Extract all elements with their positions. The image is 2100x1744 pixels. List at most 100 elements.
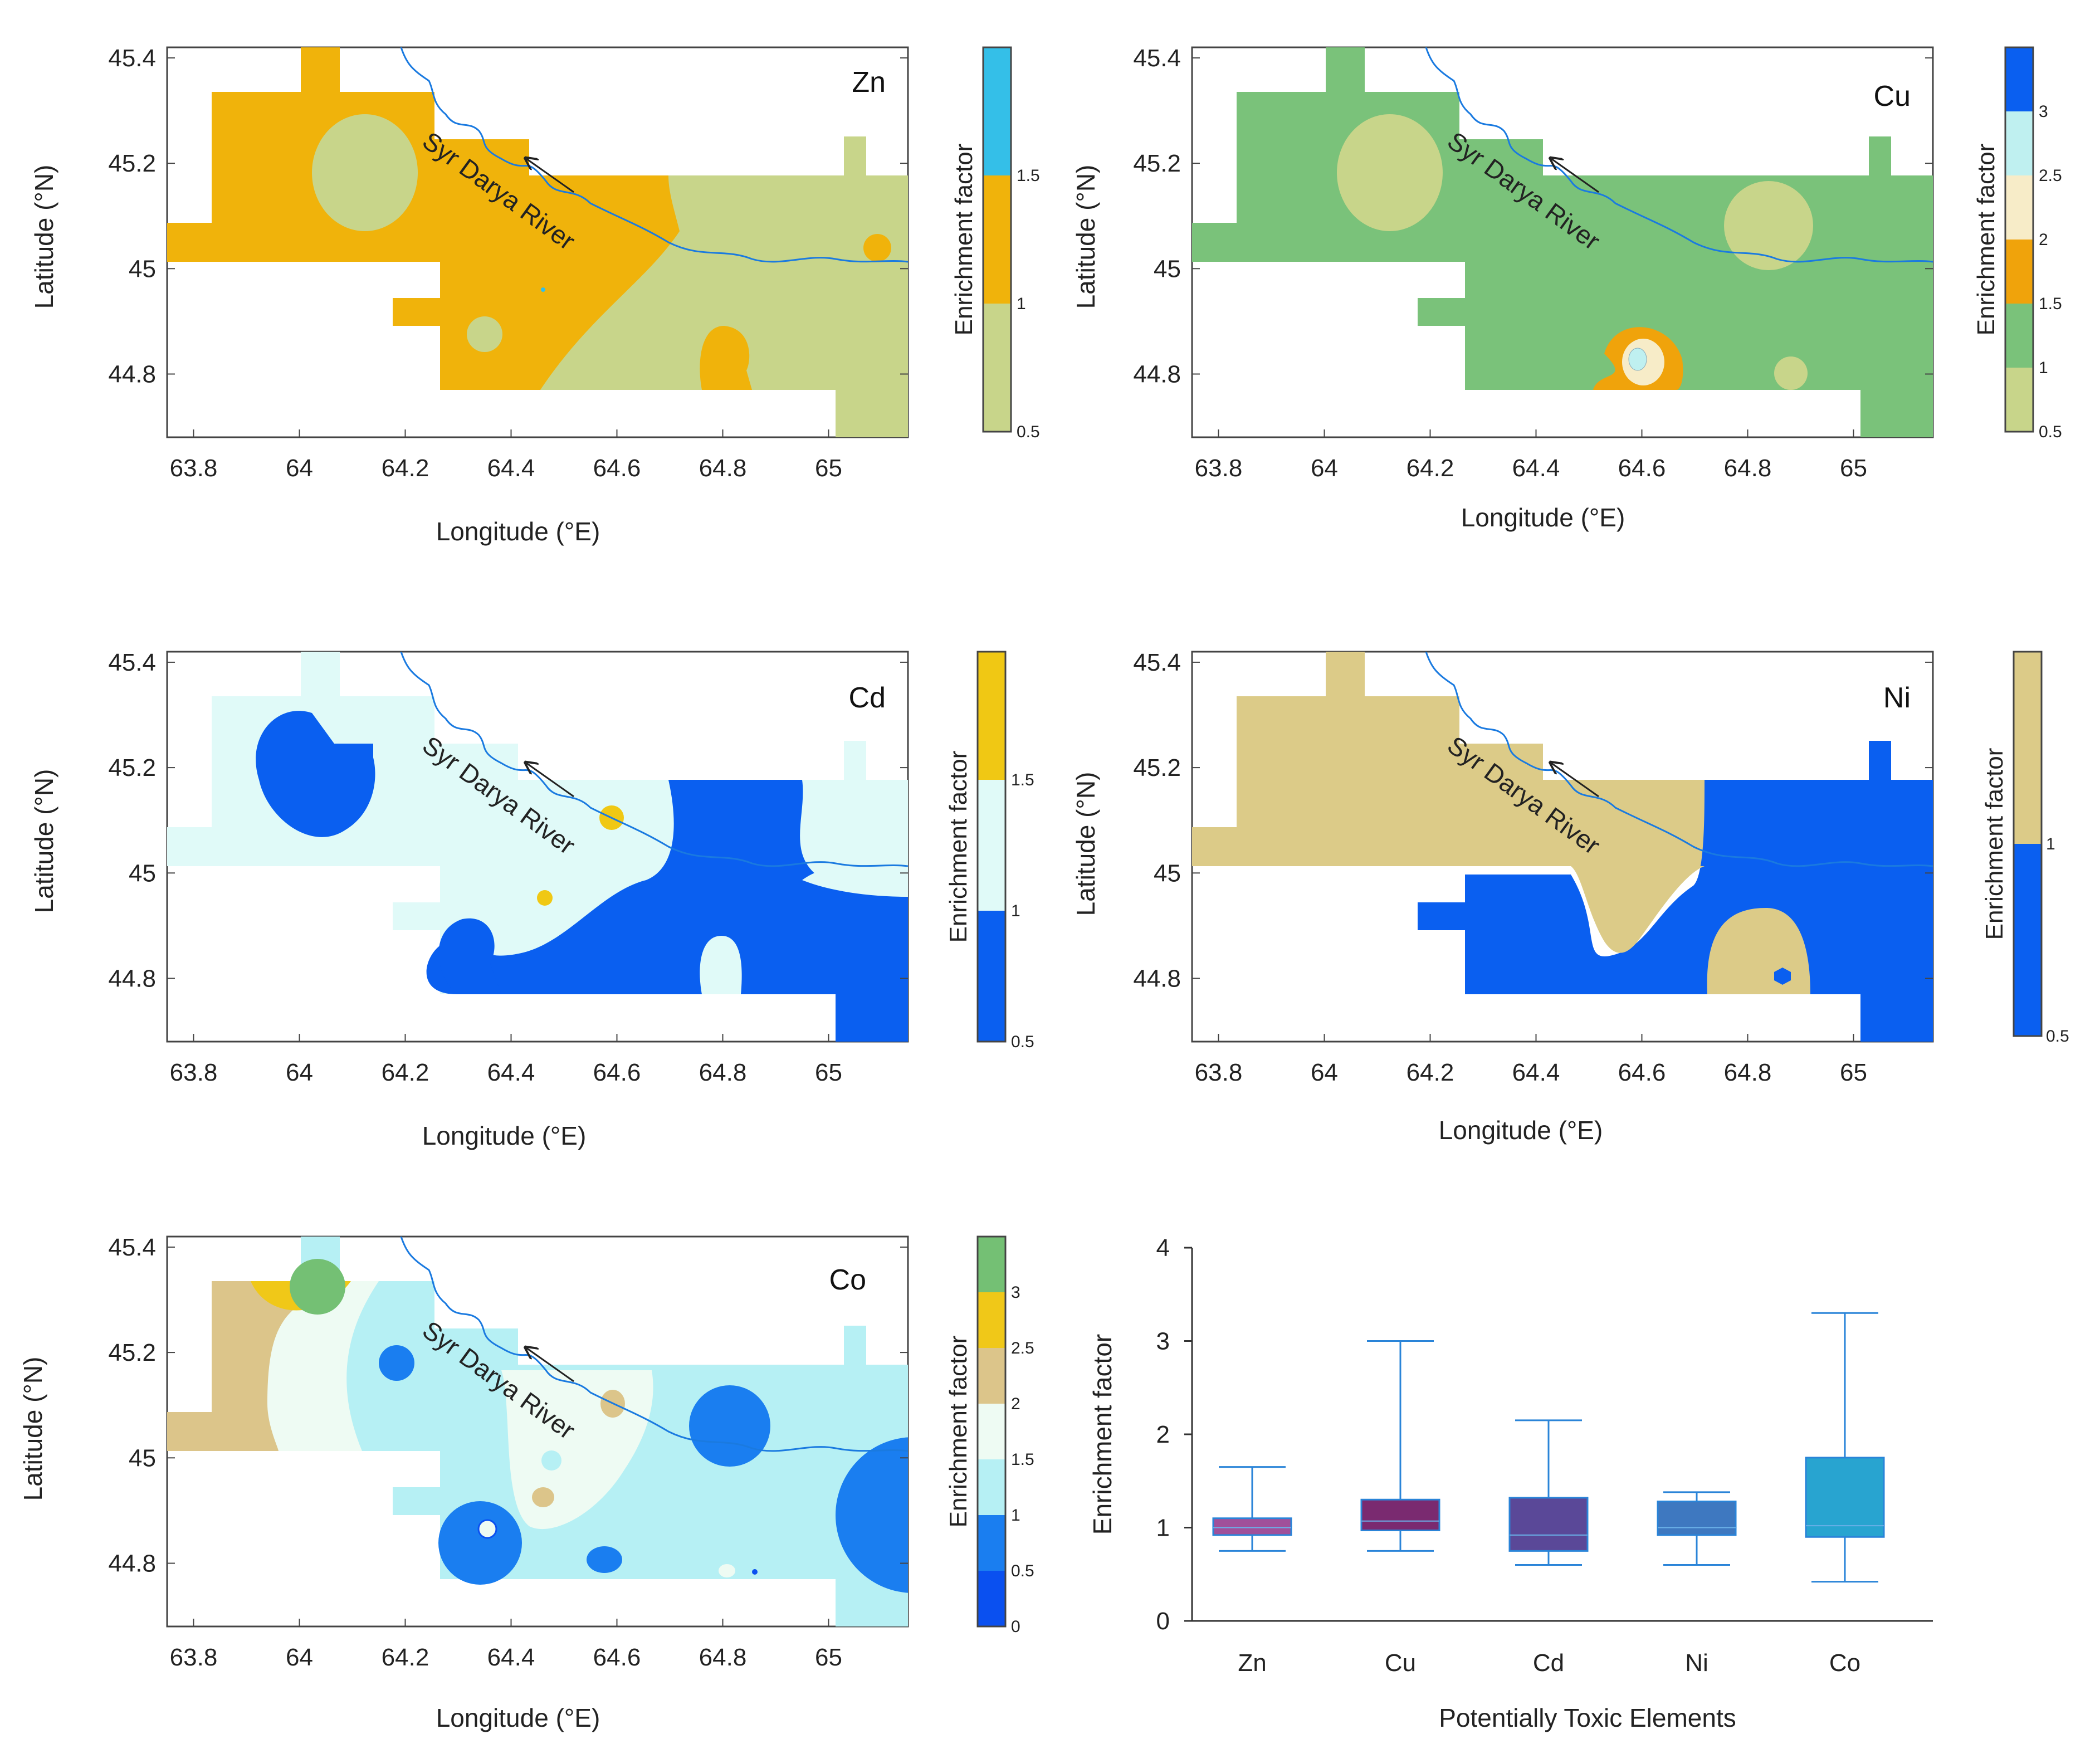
co-x-tick-0: 63.8	[170, 1644, 218, 1671]
box-x-tick-ni: Ni	[1685, 1649, 1708, 1677]
zn-x-label: Longitude (°E)	[436, 517, 600, 546]
zn-region-low	[540, 175, 908, 437]
ni-region-high	[1192, 652, 1705, 866]
zn-dot-high	[541, 287, 545, 292]
cd-y-label: Latitude (°N)	[30, 769, 58, 913]
ni-x-tick-0: 63.8	[1195, 1059, 1243, 1086]
ni-x-label: Longitude (°E)	[1439, 1116, 1603, 1145]
zn-x-tick-3: 64.4	[487, 455, 535, 482]
box-x-label: Potentially Toxic Elements	[1439, 1703, 1736, 1732]
cd-x-tick-1: 64	[286, 1059, 313, 1086]
colorbar-co: 0 0.5 1 1.5 2 2.5 3 Enrichment factor	[945, 1235, 1034, 1636]
co-cb-tick-5: 2.5	[1011, 1339, 1034, 1357]
co-element-label: Co	[829, 1264, 866, 1296]
cd-y-axis: 45.4 45.2 45 44.8	[108, 649, 908, 992]
cu-cb-1	[2005, 304, 2033, 368]
box-zn-iqr	[1212, 1517, 1292, 1536]
co-x-tick-1: 64	[286, 1644, 313, 1671]
zn-region-low-notch	[844, 136, 866, 175]
cu-cb-tick-0: 0.5	[2039, 423, 2062, 441]
zn-y-tick-1: 45.2	[108, 150, 156, 177]
cu-x-tick-5: 64.8	[1724, 455, 1772, 482]
cu-y-tick-1: 45.2	[1133, 150, 1181, 177]
co-cb-frame	[976, 1235, 1007, 1628]
cu-x-tick-4: 64.6	[1618, 455, 1666, 482]
box-ni-iqr	[1657, 1501, 1737, 1536]
cd-cb-mid	[978, 780, 1005, 911]
ni-y-tick-3: 44.8	[1133, 965, 1181, 992]
cd-x-tick-6: 65	[815, 1059, 842, 1086]
cu-x-tick-2: 64.2	[1406, 455, 1454, 482]
cu-x-tick-1: 64	[1311, 455, 1338, 482]
cu-cb-frame	[2004, 46, 2034, 433]
zn-x-tick-5: 64.8	[699, 455, 747, 482]
cd-x-tick-0: 63.8	[170, 1059, 218, 1086]
box-y-tick-2: 2	[1156, 1421, 1170, 1448]
ni-x-axis: 63.8 64 64.2 64.4 64.6 64.8 65	[1195, 1034, 1867, 1086]
cu-cb-tick-2: 1.5	[2039, 295, 2062, 313]
zn-x-axis: 63.8 64 64.2 64.4 64.6 64.8 65	[170, 429, 842, 482]
zn-cb-low	[983, 304, 1011, 432]
co-cb-label: Enrichment factor	[945, 1336, 972, 1528]
co-blob-3	[290, 1259, 345, 1315]
colorbar-ni: 0.5 1 Enrichment factor	[1981, 651, 2069, 1046]
cd-y-tick-3: 44.8	[108, 965, 156, 992]
zn-blob-mid-2	[863, 234, 891, 262]
co-x-tick-3: 64.4	[487, 1644, 535, 1671]
box-y-tick-4: 4	[1156, 1234, 1170, 1262]
co-dot-2	[541, 1450, 561, 1471]
co-dot-1	[477, 1519, 497, 1539]
panel-cd: Syr Darya River Cd 63.8 64 64.2 64.4 64.6 64.…	[30, 649, 909, 1150]
cu-x-tick-0: 63.8	[1195, 455, 1243, 482]
cd-blob-mid-2	[802, 861, 908, 897]
zn-x-tick-4: 64.6	[593, 455, 641, 482]
cu-x-tick-3: 64.4	[1512, 455, 1560, 482]
zn-cb-frame	[982, 46, 1012, 433]
co-dot-5	[719, 1564, 735, 1577]
zn-x-tick-6: 65	[815, 455, 842, 482]
box-marks	[1212, 1312, 1885, 1583]
cd-cb-high	[978, 652, 1005, 780]
zn-blob-low-2	[467, 316, 502, 352]
box-co-iqr	[1805, 1457, 1885, 1538]
cu-blob-low-2	[1724, 181, 1813, 270]
zn-blob-mid-1	[700, 326, 752, 390]
co-cb-3	[978, 1237, 1005, 1292]
cu-cb-low	[2005, 368, 2033, 432]
box-y-tick-0: 0	[1156, 1608, 1170, 1635]
co-cb-25	[978, 1292, 1005, 1348]
ni-x-tick-3: 64.4	[1512, 1059, 1560, 1086]
co-blob-05-3	[438, 1501, 522, 1585]
zn-flow-arrow	[526, 159, 574, 193]
co-y-tick-0: 45.4	[108, 1234, 156, 1261]
ni-y-tick-1: 45.2	[1133, 754, 1181, 781]
cd-blob-low-1	[256, 711, 375, 837]
co-cb-2	[978, 1348, 1005, 1404]
cu-flow-arrow	[1551, 159, 1599, 193]
co-x-tick-2: 64.2	[382, 1644, 429, 1671]
zn-cb-tick-0: 0.5	[1017, 423, 1040, 441]
ni-x-tick-6: 65	[1840, 1059, 1867, 1086]
zn-cb-tick-2: 1.5	[1017, 167, 1040, 185]
panel-ni: Syr Darya River Ni 63.8 64 64.2 64.4 64.6 64.…	[1071, 649, 1934, 1145]
zn-x-tick-2: 64.2	[382, 455, 429, 482]
ni-cb-high	[2014, 652, 2042, 844]
cu-cb-tick-5: 3	[2039, 102, 2048, 121]
box-y-ticks: 0 1 2 3 4	[1156, 1234, 1192, 1635]
cd-cb-tick-0: 0.5	[1011, 1033, 1034, 1051]
cu-cb-2	[2005, 175, 2033, 240]
ni-cb-label: Enrichment factor	[1981, 748, 2008, 940]
box-cu-iqr	[1360, 1498, 1440, 1532]
cd-x-label: Longitude (°E)	[422, 1121, 587, 1150]
co-y-label: Latitude (°N)	[18, 1357, 47, 1501]
box-cd-iqr	[1508, 1497, 1589, 1552]
cd-dot-high-2	[537, 890, 553, 906]
co-cb-tick-1: 0.5	[1011, 1562, 1034, 1580]
cd-x-axis: 63.8 64 64.2 64.4 64.6 64.8 65	[170, 1034, 842, 1086]
cd-y-tick-2: 45	[129, 859, 156, 887]
zn-y-tick-3: 44.8	[108, 360, 156, 388]
panel-co: Syr Darya River Co 63.8 64 64.2 64.4 64.6 64.…	[18, 1234, 909, 1732]
cu-y-tick-2: 45	[1154, 255, 1181, 282]
co-dot-6	[752, 1569, 758, 1575]
cu-x-label: Longitude (°E)	[1461, 503, 1625, 532]
